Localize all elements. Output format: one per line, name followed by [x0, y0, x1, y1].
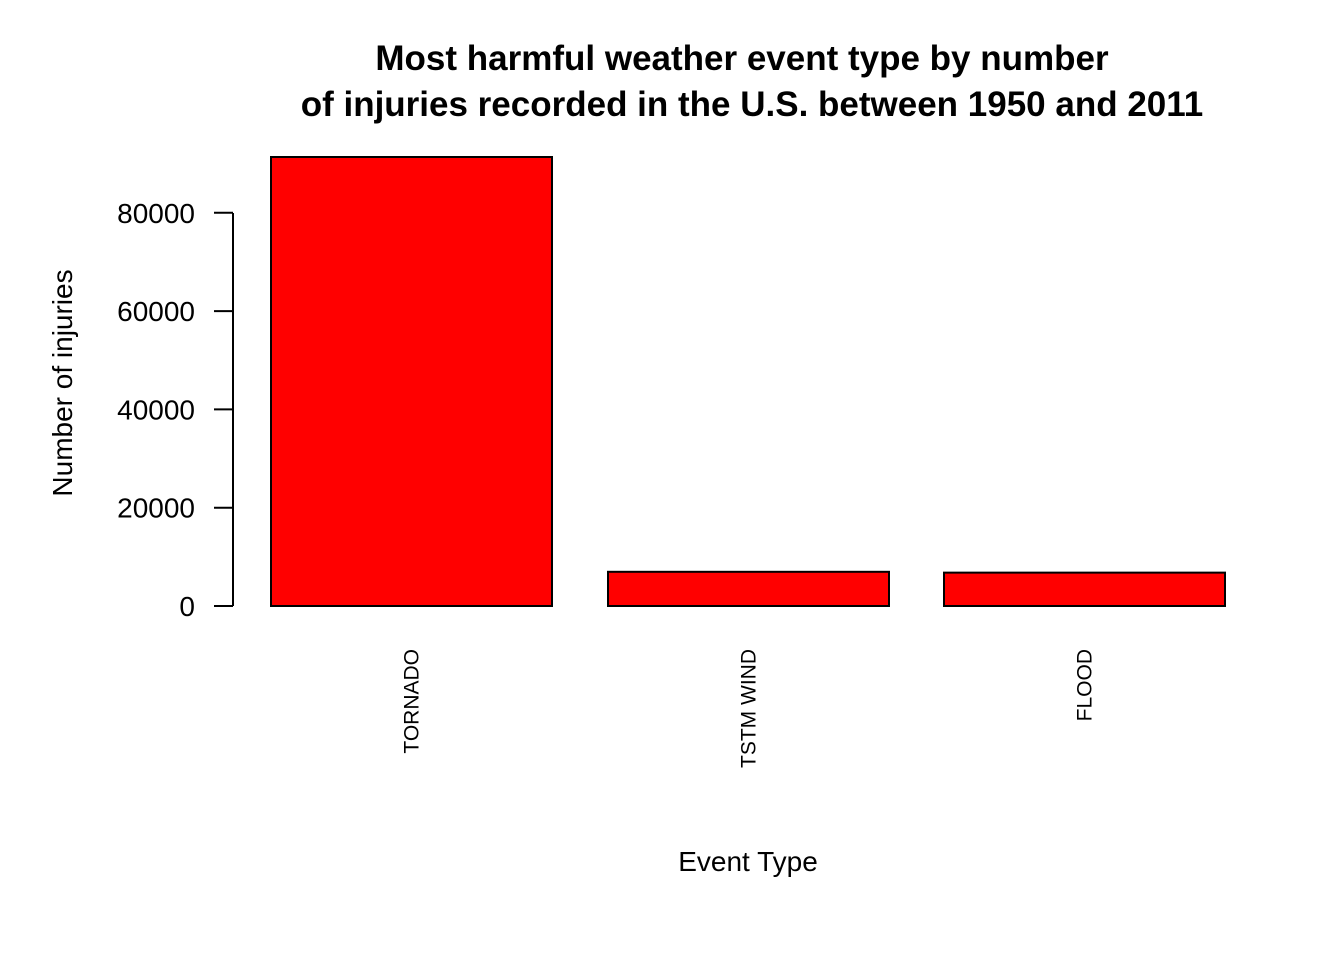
y-tick-label: 40000 — [117, 394, 195, 425]
x-category-label: FLOOD — [1074, 649, 1097, 721]
bar-flood — [943, 571, 1226, 608]
y-tick-label: 60000 — [117, 296, 195, 327]
bar-tornado — [270, 156, 553, 607]
y-tick-label: 80000 — [117, 198, 195, 229]
y-tick-label: 0 — [179, 591, 195, 622]
x-category-label: TSTM WIND — [738, 649, 761, 768]
bars-group — [270, 156, 1226, 608]
y-axis: 0 20000 40000 60000 80000 — [117, 198, 234, 622]
chart-title-line-2: of injuries recorded in the U.S. between… — [301, 85, 1204, 124]
y-axis-label: Number of injuries — [47, 269, 78, 496]
x-axis-label: Event Type — [678, 846, 818, 877]
x-category-label: TORNADO — [401, 649, 424, 754]
x-category-labels: TORNADO TSTM WIND FLOOD — [401, 649, 1097, 768]
bar-tstm-wind — [607, 570, 890, 607]
chart-title-line-1: Most harmful weather event type by numbe… — [375, 39, 1109, 78]
y-tick-label: 20000 — [117, 493, 195, 524]
